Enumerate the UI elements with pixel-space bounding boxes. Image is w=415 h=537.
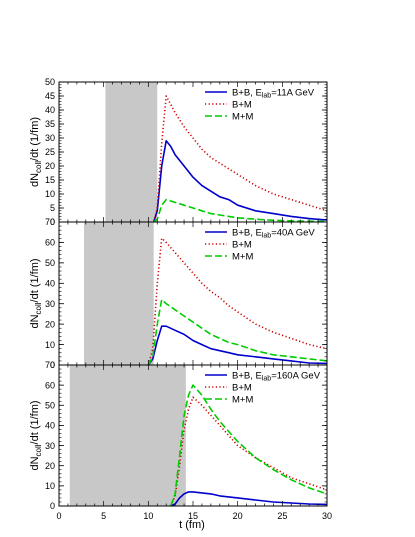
y-tick-label: 30 [45,299,55,309]
y-tick-label: 35 [45,119,55,129]
y-axis-label: dNcoll/dt (1/fm) [29,117,43,187]
y-tick-label: 15 [45,175,55,185]
y-tick-label: 20 [45,461,55,471]
x-tick-label: 30 [322,511,332,521]
y-tick-label: 0 [50,360,55,370]
x-tick-label: 0 [56,511,61,521]
series-line-mplusm [153,198,328,223]
y-axis-label: dNcoll/dt (1/fm) [29,258,43,328]
shaded-region [105,82,158,222]
y-tick-label: 50 [45,77,55,87]
series-line-mplusm [147,298,328,366]
legend-label: B+B, Elab=40A GeV [232,227,315,239]
y-axis-label: dNcoll/dt (1/fm) [29,400,43,470]
shaded-region [84,222,154,365]
y-tick-label: 40 [45,105,55,115]
legend-label: M+M [232,394,253,405]
x-tick-label: 15 [188,511,198,521]
legend-label: M+M [232,111,253,122]
y-tick-label: 60 [45,238,55,248]
y-tick-label: 20 [45,319,55,329]
y-tick-label: 5 [50,203,55,213]
y-tick-label: 10 [45,481,55,491]
legend-label: B+B, Elab=160A GeV [232,370,321,382]
y-tick-label: 0 [50,501,55,511]
y-tick-label: 50 [45,258,55,268]
series-line-bplusb [152,140,328,223]
x-tick-label: 5 [101,511,106,521]
y-tick-label: 70 [45,217,55,227]
y-tick-label: 30 [45,133,55,143]
series-line-mplusm [169,384,328,507]
legend-label: B+M [232,239,252,250]
y-tick-label: 70 [45,360,55,370]
x-tick-label: 25 [277,511,287,521]
series-line-bplusm [152,95,328,223]
series-line-bplusb [147,325,328,366]
y-tick-label: 20 [45,161,55,171]
legend-label: B+M [232,99,252,110]
x-tick-label: 20 [233,511,243,521]
y-tick-label: 10 [45,340,55,350]
y-tick-label: 0 [50,217,55,227]
y-tick-label: 10 [45,189,55,199]
y-tick-label: 50 [45,400,55,410]
legend-label: B+M [232,382,252,393]
shaded-region [69,365,186,506]
y-tick-label: 25 [45,147,55,157]
legend-label: M+M [232,251,253,262]
x-axis-label: t (fm) [179,519,205,531]
y-tick-label: 30 [45,441,55,451]
y-tick-label: 60 [45,380,55,390]
y-tick-label: 40 [45,278,55,288]
plot-frame [58,81,328,223]
y-tick-label: 40 [45,421,55,431]
x-tick-label: 10 [143,511,153,521]
panel-1: 0 5 10 15 20 25 30 35 40 45 50 dNcoll/dt (1/fm) B+B,… [29,77,328,227]
series-line-bplusb [170,491,328,507]
legend-label: B+B, Elab=11A GeV [232,87,315,99]
y-tick-label: 45 [45,91,55,101]
panel-2: 0 10 20 30 40 50 60 70 dNcoll/dt (1/fm) B+B, Elab… [29,217,328,370]
